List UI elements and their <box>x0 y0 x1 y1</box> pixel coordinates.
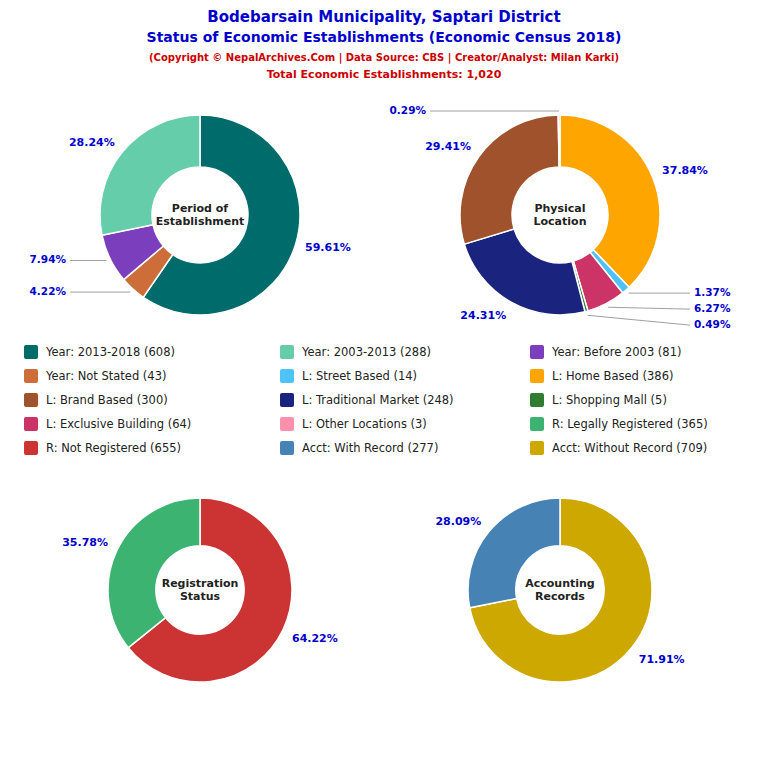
data-label: 4.22% <box>30 285 67 297</box>
chart-label-line: Location <box>534 215 587 228</box>
data-label: 37.84% <box>662 164 708 177</box>
legend-entry: L: Street Based (14) <box>302 369 417 383</box>
legend-swatch <box>280 441 294 455</box>
chart-label-line: Physical <box>534 202 585 215</box>
legend-swatch <box>530 393 544 407</box>
legend-entry: L: Traditional Market (248) <box>302 393 454 407</box>
donut-slice <box>108 498 200 648</box>
data-label: 64.22% <box>292 632 338 645</box>
legend-swatch <box>280 369 294 383</box>
subtitle: (Copyright © NepalArchives.Com | Data So… <box>149 52 619 64</box>
legend-swatch <box>24 345 38 359</box>
data-label: 28.09% <box>435 515 481 528</box>
legend-swatch <box>280 417 294 431</box>
data-label: 6.27% <box>694 302 731 314</box>
data-label: 1.37% <box>694 286 731 298</box>
subtitle: Total Economic Establishments: 1,020 <box>267 68 502 81</box>
data-label: 0.29% <box>390 104 427 116</box>
legend-swatch <box>280 345 294 359</box>
chart-label-line: Accounting <box>525 577 595 590</box>
leader-line <box>70 292 130 293</box>
leader-line <box>430 111 559 112</box>
chart-label-line: Establishment <box>156 215 245 228</box>
legend-entry: L: Home Based (386) <box>552 369 673 383</box>
page: { "title": ["Bodebarsain Municipality, S… <box>0 0 768 768</box>
legend-entry: Year: Not Stated (43) <box>45 369 166 383</box>
legend-swatch <box>24 369 38 383</box>
legend-swatch <box>530 441 544 455</box>
leader-line <box>588 315 690 325</box>
data-label: 28.24% <box>69 136 115 149</box>
donut-chart: PhysicalLocation <box>460 115 660 315</box>
title: Bodebarsain Municipality, Saptari Distri… <box>207 8 560 26</box>
chart-label-line: Registration <box>162 577 239 590</box>
chart-label: PhysicalLocation <box>534 202 587 228</box>
leader-line <box>70 260 106 261</box>
donut-chart: RegistrationStatus <box>108 498 292 682</box>
chart-label-line: Period of <box>172 202 229 215</box>
legend-entry: R: Legally Registered (365) <box>552 417 708 431</box>
legend-entry: R: Not Registered (655) <box>46 441 181 455</box>
legend-entry: Year: 2013-2018 (608) <box>45 345 175 359</box>
legend-entry: L: Brand Based (300) <box>46 393 168 407</box>
data-label: 29.41% <box>425 140 471 153</box>
legend-swatch <box>530 417 544 431</box>
figure: Bodebarsain Municipality, Saptari Distri… <box>0 0 768 768</box>
title: Status of Economic Establishments (Econo… <box>147 29 622 45</box>
legend-swatch <box>530 345 544 359</box>
data-label: 7.94% <box>30 253 67 265</box>
chart-label: Period ofEstablishment <box>156 202 245 228</box>
legend-entry: L: Other Locations (3) <box>302 417 427 431</box>
data-labels: 37.84% 24.31% 29.41% 0.29% 1.37% 6.27% 0.49% <box>390 104 731 330</box>
legend: Year: 2013-2018 (608) Year: Not Stated (4… <box>24 345 708 456</box>
data-labels: 71.91% 28.09% <box>435 515 684 666</box>
donut-slice <box>464 229 585 315</box>
data-labels: 59.61% 28.24% 7.94% 4.22% <box>30 136 351 298</box>
data-label: 59.61% <box>305 241 351 254</box>
legend-entry: Acct: Without Record (709) <box>552 441 707 455</box>
data-label: 24.31% <box>460 309 506 322</box>
legend-swatch <box>24 441 38 455</box>
data-label: 35.78% <box>62 536 108 549</box>
legend-entry: Acct: With Record (277) <box>302 441 438 455</box>
chart-label-line: Records <box>535 590 585 603</box>
data-label: 0.49% <box>694 318 731 330</box>
donut-chart: Period ofEstablishment <box>100 115 300 315</box>
chart-label: RegistrationStatus <box>162 577 239 603</box>
legend-swatch <box>24 417 38 431</box>
data-labels: 64.22% 35.78% <box>62 536 338 645</box>
legend-entry: Year: Before 2003 (81) <box>551 345 681 359</box>
chart-label: AccountingRecords <box>525 577 595 603</box>
legend-swatch <box>24 393 38 407</box>
donut-chart: AccountingRecords <box>468 498 652 682</box>
legend-entry: L: Exclusive Building (64) <box>46 417 191 431</box>
legend-swatch <box>280 393 294 407</box>
chart-label-line: Status <box>180 590 221 603</box>
leader-line <box>629 293 690 294</box>
legend-entry: Year: 2003-2013 (288) <box>301 345 431 359</box>
data-label: 71.91% <box>639 653 685 666</box>
donut-slice <box>558 115 560 167</box>
legend-entry: L: Shopping Mall (5) <box>552 393 667 407</box>
legend-swatch <box>530 369 544 383</box>
leader-line <box>608 307 690 309</box>
